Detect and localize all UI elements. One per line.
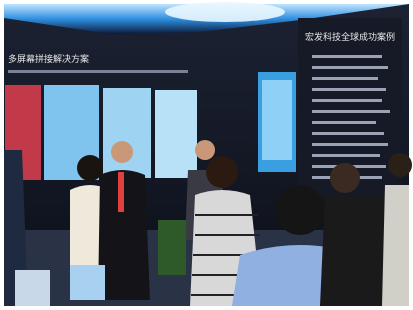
poster-2 (103, 88, 151, 178)
subtitle-line (8, 70, 188, 73)
page: {"banners": {"left_heading": "多屏幕拼接解决方案"… (0, 0, 413, 310)
photo: 宏发科技全球成功案例 多屏幕拼接解决方案 (0, 0, 413, 310)
spotlight (165, 2, 285, 22)
screen-content (262, 80, 292, 160)
right-heading: 宏发科技全球成功案例 (305, 31, 395, 43)
left-heading: 多屏幕拼接解决方案 (8, 53, 89, 65)
poster-3 (155, 90, 197, 178)
